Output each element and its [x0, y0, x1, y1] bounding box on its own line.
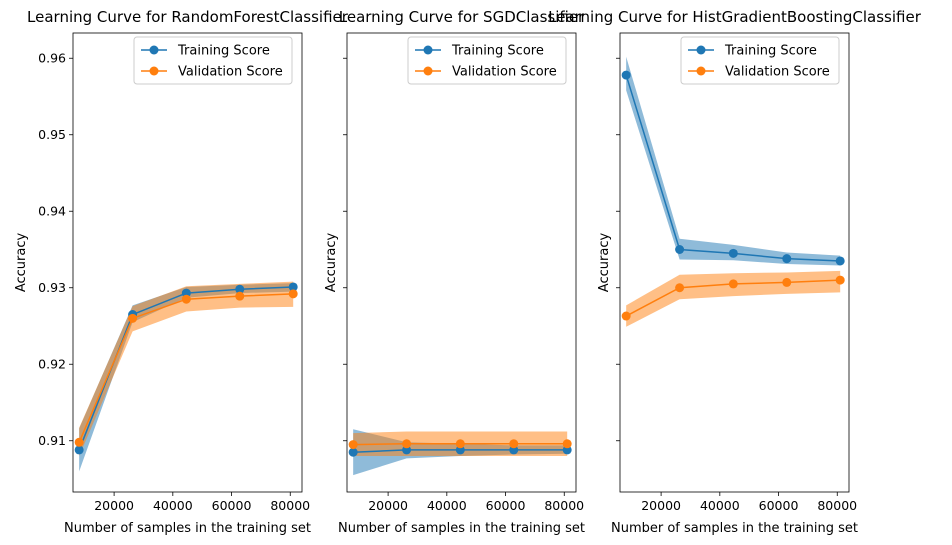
axes-frame [346, 32, 577, 493]
x-tick-label: 40000 [427, 498, 467, 513]
y-tick-label: 0.93 [38, 280, 66, 295]
validation-score-point [348, 440, 358, 450]
validation-score-point [455, 439, 465, 449]
axes-frame [72, 32, 303, 493]
x-tick-label: 80000 [270, 498, 310, 513]
legend-box [680, 36, 840, 85]
x-axis-label: Number of samples in the training set [611, 521, 858, 536]
validation-score-point [562, 439, 572, 449]
x-tick-label: 80000 [817, 498, 857, 513]
y-axis-label: Accuracy [597, 233, 612, 293]
validation-score-point [74, 437, 84, 447]
y-tick-label: 0.91 [38, 433, 66, 448]
y-tick-label: 0.92 [38, 357, 66, 372]
validation-score-point [675, 283, 685, 293]
y-tick-label: 0.96 [38, 51, 66, 66]
x-tick-label: 20000 [641, 498, 681, 513]
legend-label: Validation Score [178, 65, 283, 80]
training-score-point [675, 244, 685, 254]
x-axis-label: Number of samples in the training set [64, 521, 311, 536]
training-score-point [348, 447, 358, 457]
x-tick-label: 80000 [544, 498, 584, 513]
validation-score-point [181, 294, 191, 304]
validation-score-band [79, 281, 294, 457]
legend-marker [696, 66, 706, 76]
legend-marker [149, 66, 159, 76]
validation-score-line [78, 293, 294, 443]
x-tick-label: 20000 [368, 498, 408, 513]
x-tick-label: 20000 [94, 498, 134, 513]
training-score-point [835, 256, 845, 266]
x-axis-label: Number of samples in the training set [338, 521, 585, 536]
validation-score-point [235, 291, 245, 301]
legend-marker [423, 45, 433, 55]
legend-box [133, 36, 293, 85]
validation-score-point [782, 277, 792, 287]
legend-label: Validation Score [452, 65, 557, 80]
legend-label: Training Score [451, 44, 544, 59]
x-tick-label: 60000 [759, 498, 799, 513]
y-axis-label: Accuracy [14, 233, 29, 293]
legend-marker [696, 45, 706, 55]
chart-panel: 20000 40000 60000 80000 Number of samples in… [324, 8, 585, 536]
legend-marker [149, 45, 159, 55]
x-tick-label: 60000 [486, 498, 526, 513]
legend-label: Training Score [177, 44, 270, 59]
x-tick-label: 40000 [700, 498, 740, 513]
validation-score-point [621, 311, 631, 321]
training-score-point [621, 70, 631, 80]
validation-score-point [509, 439, 519, 449]
training-score-point [782, 254, 792, 264]
legend-label: Training Score [724, 44, 817, 59]
chart-panel: 20000 40000 60000 80000 Number of samples in… [548, 8, 922, 536]
training-score-point [74, 445, 84, 455]
y-tick-label: 0.94 [38, 204, 66, 219]
chart-title: Learning Curve for SGDClassifier [339, 8, 585, 26]
validation-score-point [128, 313, 138, 323]
chart-title: Learning Curve for HistGradientBoostingC… [548, 8, 922, 26]
validation-score-point [402, 439, 412, 449]
chart-title: Learning Curve for RandomForestClassifie… [27, 8, 349, 26]
training-score-point [728, 248, 738, 258]
training-score-point [235, 284, 245, 294]
legend-box [407, 36, 567, 85]
validation-score-point [728, 279, 738, 289]
y-axis-label: Accuracy [324, 233, 339, 293]
training-score-point [288, 282, 298, 292]
validation-score-point [835, 275, 845, 285]
validation-score-point [288, 289, 298, 299]
legend-label: Validation Score [725, 65, 830, 80]
x-tick-label: 40000 [153, 498, 193, 513]
legend-marker [423, 66, 433, 76]
chart-panel: 20000 40000 60000 80000 0.91 0.92 0.93 0.94 0.95… [14, 8, 349, 536]
x-tick-label: 60000 [212, 498, 252, 513]
axes-frame [619, 32, 850, 493]
y-tick-label: 0.95 [38, 127, 66, 142]
training-score-band [626, 56, 841, 266]
